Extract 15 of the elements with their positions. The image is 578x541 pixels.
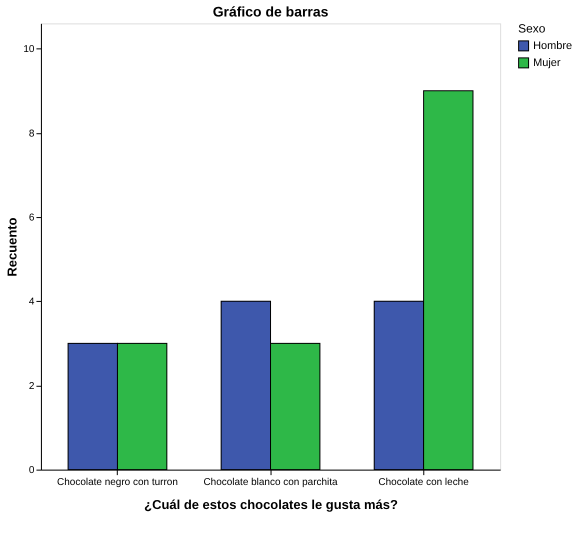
legend-title: Sexo	[518, 21, 546, 36]
y-tick-label: 2	[28, 380, 35, 392]
legend-label: Mujer	[533, 56, 561, 69]
y-tick-label: 8	[28, 128, 35, 140]
y-axis-title: Recuento	[4, 217, 20, 277]
x-tick-label: Chocolate con leche	[378, 477, 470, 488]
y-tick-label: 6	[28, 212, 35, 224]
x-tick-label: Chocolate negro con turron	[57, 477, 178, 488]
chart-title: Gráfico de barras	[212, 3, 329, 20]
y-tick-label: 10	[23, 44, 35, 56]
y-tick-label: 4	[28, 296, 35, 308]
x-tick-label: Chocolate blanco con parchita	[203, 477, 338, 488]
x-axis-title: ¿Cuál de estos chocolates le gusta más?	[144, 497, 398, 512]
y-tick-label: 0	[28, 465, 35, 476]
legend-label: Hombre	[533, 40, 572, 52]
